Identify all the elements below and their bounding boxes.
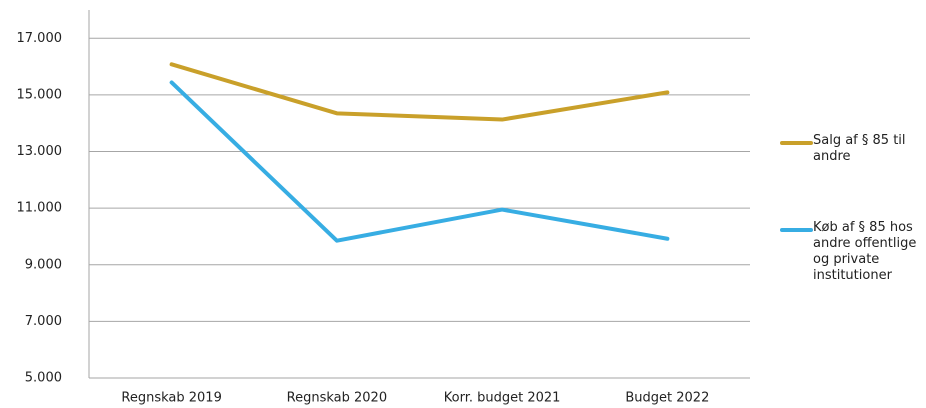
legend-item: Salg af § 85 til andre [780, 133, 926, 165]
legend-item: Køb af § 85 hos andre offentlige og priv… [780, 220, 926, 284]
y-tick-label: 5.000 [25, 371, 62, 386]
y-tick-label: 17.000 [17, 31, 63, 46]
x-tick-label: Regnskab 2020 [287, 391, 387, 406]
y-tick-label: 11.000 [17, 201, 63, 216]
x-tick-label: Regnskab 2019 [121, 391, 221, 406]
legend-label: Salg af § 85 til andre [813, 133, 906, 164]
data-line [169, 80, 670, 243]
y-tick-label: 13.000 [17, 144, 63, 159]
x-tick-label: Budget 2022 [625, 391, 709, 406]
data-line [169, 62, 670, 122]
legend-swatch [780, 141, 813, 145]
y-tick-label: 7.000 [25, 314, 62, 329]
legend-swatch [780, 228, 813, 232]
legend-label: Køb af § 85 hos andre offentlige og priv… [813, 220, 917, 283]
y-tick-label: 15.000 [17, 87, 63, 102]
y-tick-label: 9.000 [25, 257, 62, 272]
x-tick-label: Korr. budget 2021 [444, 391, 561, 406]
